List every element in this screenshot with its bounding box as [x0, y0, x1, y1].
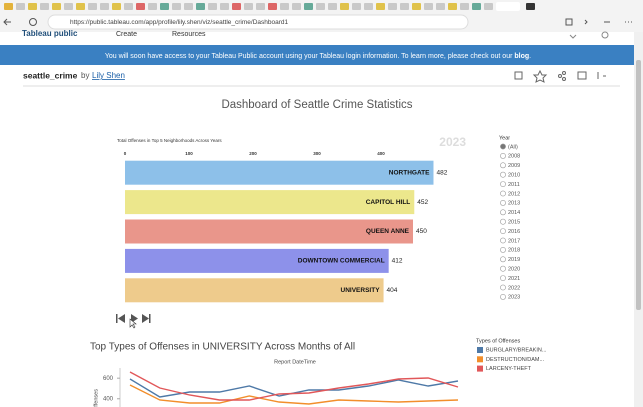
- radio-button[interactable]: [500, 199, 506, 206]
- address-bar[interactable]: [47, 14, 469, 30]
- bar: [125, 190, 415, 215]
- filter-option[interactable]: 2013: [508, 201, 520, 207]
- banner: [0, 45, 634, 65]
- x-tick-label: 300: [313, 151, 321, 156]
- viz-actions[interactable]: [514, 69, 606, 83]
- filter-option[interactable]: 2015: [508, 219, 520, 225]
- nav-item[interactable]: Resources: [172, 31, 206, 38]
- filter-option[interactable]: 2012: [508, 191, 520, 197]
- radio-button[interactable]: [500, 162, 506, 169]
- legend-label[interactable]: BURGLARY/BREAKIN...: [486, 347, 547, 353]
- radio-button[interactable]: [500, 228, 506, 234]
- nav-item[interactable]: Create: [116, 31, 137, 38]
- bar-label: QUEEN ANNE: [366, 228, 410, 235]
- x-tick-label: 100: [185, 151, 193, 156]
- radio-button[interactable]: [500, 284, 506, 291]
- filter-option[interactable]: 2020: [508, 266, 520, 272]
- legend-swatch[interactable]: [477, 356, 483, 363]
- author-link[interactable]: Lily Shen: [92, 71, 125, 80]
- line-series: [129, 378, 459, 398]
- page-annotation: 2023: [439, 135, 466, 149]
- radio-button[interactable]: [500, 209, 506, 216]
- value-label: 412: [392, 258, 403, 265]
- filter-option[interactable]: 2010: [508, 172, 520, 178]
- bar: [125, 248, 389, 273]
- toolbar-icons[interactable]: [3, 18, 632, 26]
- bar-label: CAPITOL HILL: [366, 199, 411, 206]
- nav-icons[interactable]: [569, 31, 609, 39]
- bar: [125, 219, 413, 244]
- y-tick-label: 600: [103, 376, 114, 382]
- filter-option[interactable]: (All): [508, 144, 518, 150]
- bar-label: NORTHGATE: [389, 169, 430, 176]
- radio-button[interactable]: [500, 293, 506, 300]
- scroll-thumb[interactable]: [636, 60, 641, 310]
- radio-button[interactable]: [500, 256, 506, 263]
- radio-button[interactable]: [500, 171, 506, 178]
- banner-text: You will soon have access to your Tablea…: [105, 53, 531, 60]
- radio-button[interactable]: [500, 275, 506, 281]
- filter-option[interactable]: 2021: [508, 276, 520, 282]
- viz-title: seattle_crime: [23, 70, 78, 80]
- x-tick-label: 200: [249, 151, 257, 156]
- banner-end: .: [529, 53, 531, 60]
- filter-option[interactable]: 2017: [508, 238, 520, 244]
- logo[interactable]: Tableau public: [22, 29, 78, 38]
- playback-controls[interactable]: [116, 314, 151, 329]
- y-tick-label: 400: [103, 396, 114, 402]
- value-label: 482: [436, 169, 447, 176]
- value-label: 404: [387, 287, 398, 294]
- filter-option[interactable]: 2008: [508, 154, 520, 160]
- value-label: 450: [416, 228, 427, 235]
- bar-label: DOWNTOWN COMMERCIAL: [298, 258, 385, 265]
- value-label: 452: [417, 199, 428, 206]
- site-nav: [0, 32, 634, 45]
- x-axis-title: Report DateTime: [274, 359, 316, 365]
- legend-title: Types of Offenses: [476, 338, 520, 344]
- filter-option[interactable]: 2011: [508, 182, 520, 188]
- radio-button[interactable]: [500, 265, 506, 272]
- line-series: [129, 384, 459, 405]
- banner-message: You will soon have access to your Tablea…: [105, 53, 513, 60]
- filter-option[interactable]: 2009: [508, 163, 520, 169]
- filter-option[interactable]: 2019: [508, 257, 520, 263]
- filter-option[interactable]: 2014: [508, 210, 520, 216]
- bar: [125, 278, 384, 303]
- radio-button[interactable]: [500, 190, 506, 197]
- legend-label[interactable]: LARCENY-THEFT: [486, 366, 532, 372]
- filter-option[interactable]: 2023: [508, 295, 520, 301]
- by: by: [81, 71, 89, 80]
- filter-option[interactable]: 2022: [508, 285, 520, 291]
- banner-link[interactable]: blog: [514, 53, 529, 60]
- tab-strip: [4, 2, 535, 11]
- radio-button[interactable]: [500, 246, 506, 253]
- year-filter: (All) 2008 2009 2010 2011 2012 2013 2014 2015 201…: [500, 143, 520, 301]
- x-tick-label: 0: [124, 151, 127, 156]
- radio-button[interactable]: [500, 152, 506, 159]
- radio-button[interactable]: [500, 181, 506, 187]
- filter-label: Year: [499, 135, 510, 141]
- legend-swatch[interactable]: [477, 365, 483, 372]
- line-series: [129, 371, 459, 401]
- filter-option[interactable]: 2016: [508, 229, 520, 235]
- chart-title: Total Offenses in Top 5 Neighborhoods Ac…: [117, 138, 222, 143]
- radio-button[interactable]: [500, 237, 506, 244]
- legend-swatch[interactable]: [477, 347, 483, 353]
- bar-label: UNIVERSITY: [341, 287, 381, 294]
- y-axis-title: Offenses: [93, 389, 99, 407]
- dashboard-title: Dashboard of Seattle Crime Statistics: [221, 99, 412, 111]
- chart-title: Top Types of Offenses in UNIVERSITY Acro…: [90, 342, 355, 353]
- url: https://public.tableau.com/app/profile/l…: [70, 19, 288, 26]
- radio-button[interactable]: [500, 218, 506, 225]
- bar: [125, 160, 434, 185]
- legend-label[interactable]: DESTRUCTION/DAM...: [486, 357, 545, 363]
- x-tick-label: 400: [377, 151, 385, 156]
- filter-option[interactable]: 2018: [508, 248, 520, 254]
- radio-button[interactable]: [500, 143, 506, 150]
